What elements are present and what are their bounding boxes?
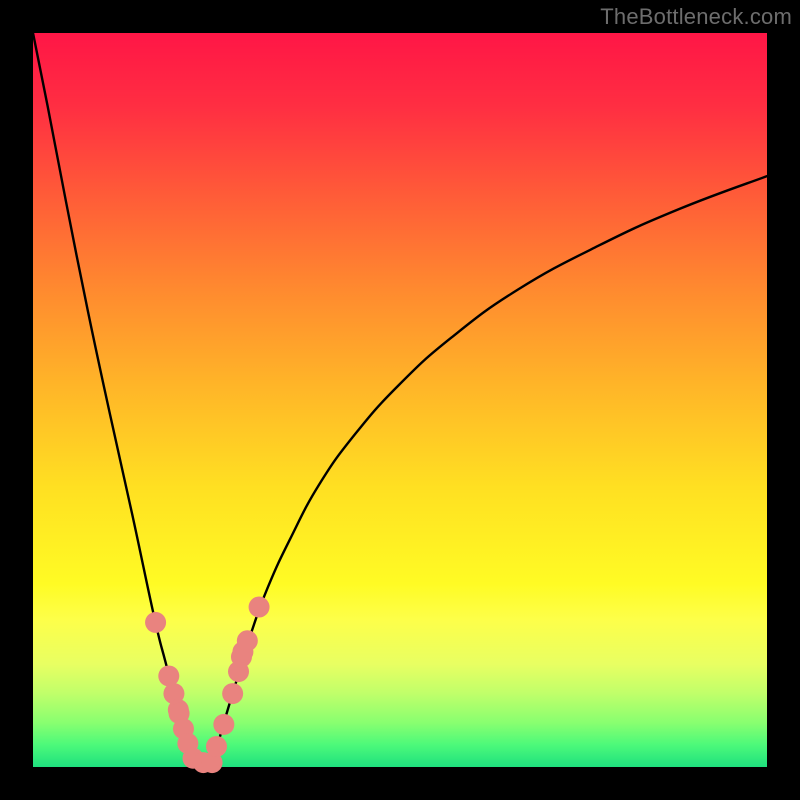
watermark-text: TheBottleneck.com (600, 4, 792, 30)
curve-marker (222, 683, 243, 704)
curve-marker (206, 736, 227, 757)
plot-area (33, 33, 767, 767)
curve-layer (33, 33, 767, 767)
curve-marker (158, 665, 179, 686)
chart-container: TheBottleneck.com (0, 0, 800, 800)
curve-marker (249, 596, 270, 617)
curve-marker (213, 714, 234, 735)
curve-marker (237, 630, 258, 651)
bottleneck-curve (33, 33, 767, 763)
curve-marker (145, 612, 166, 633)
curve-markers (145, 596, 269, 773)
